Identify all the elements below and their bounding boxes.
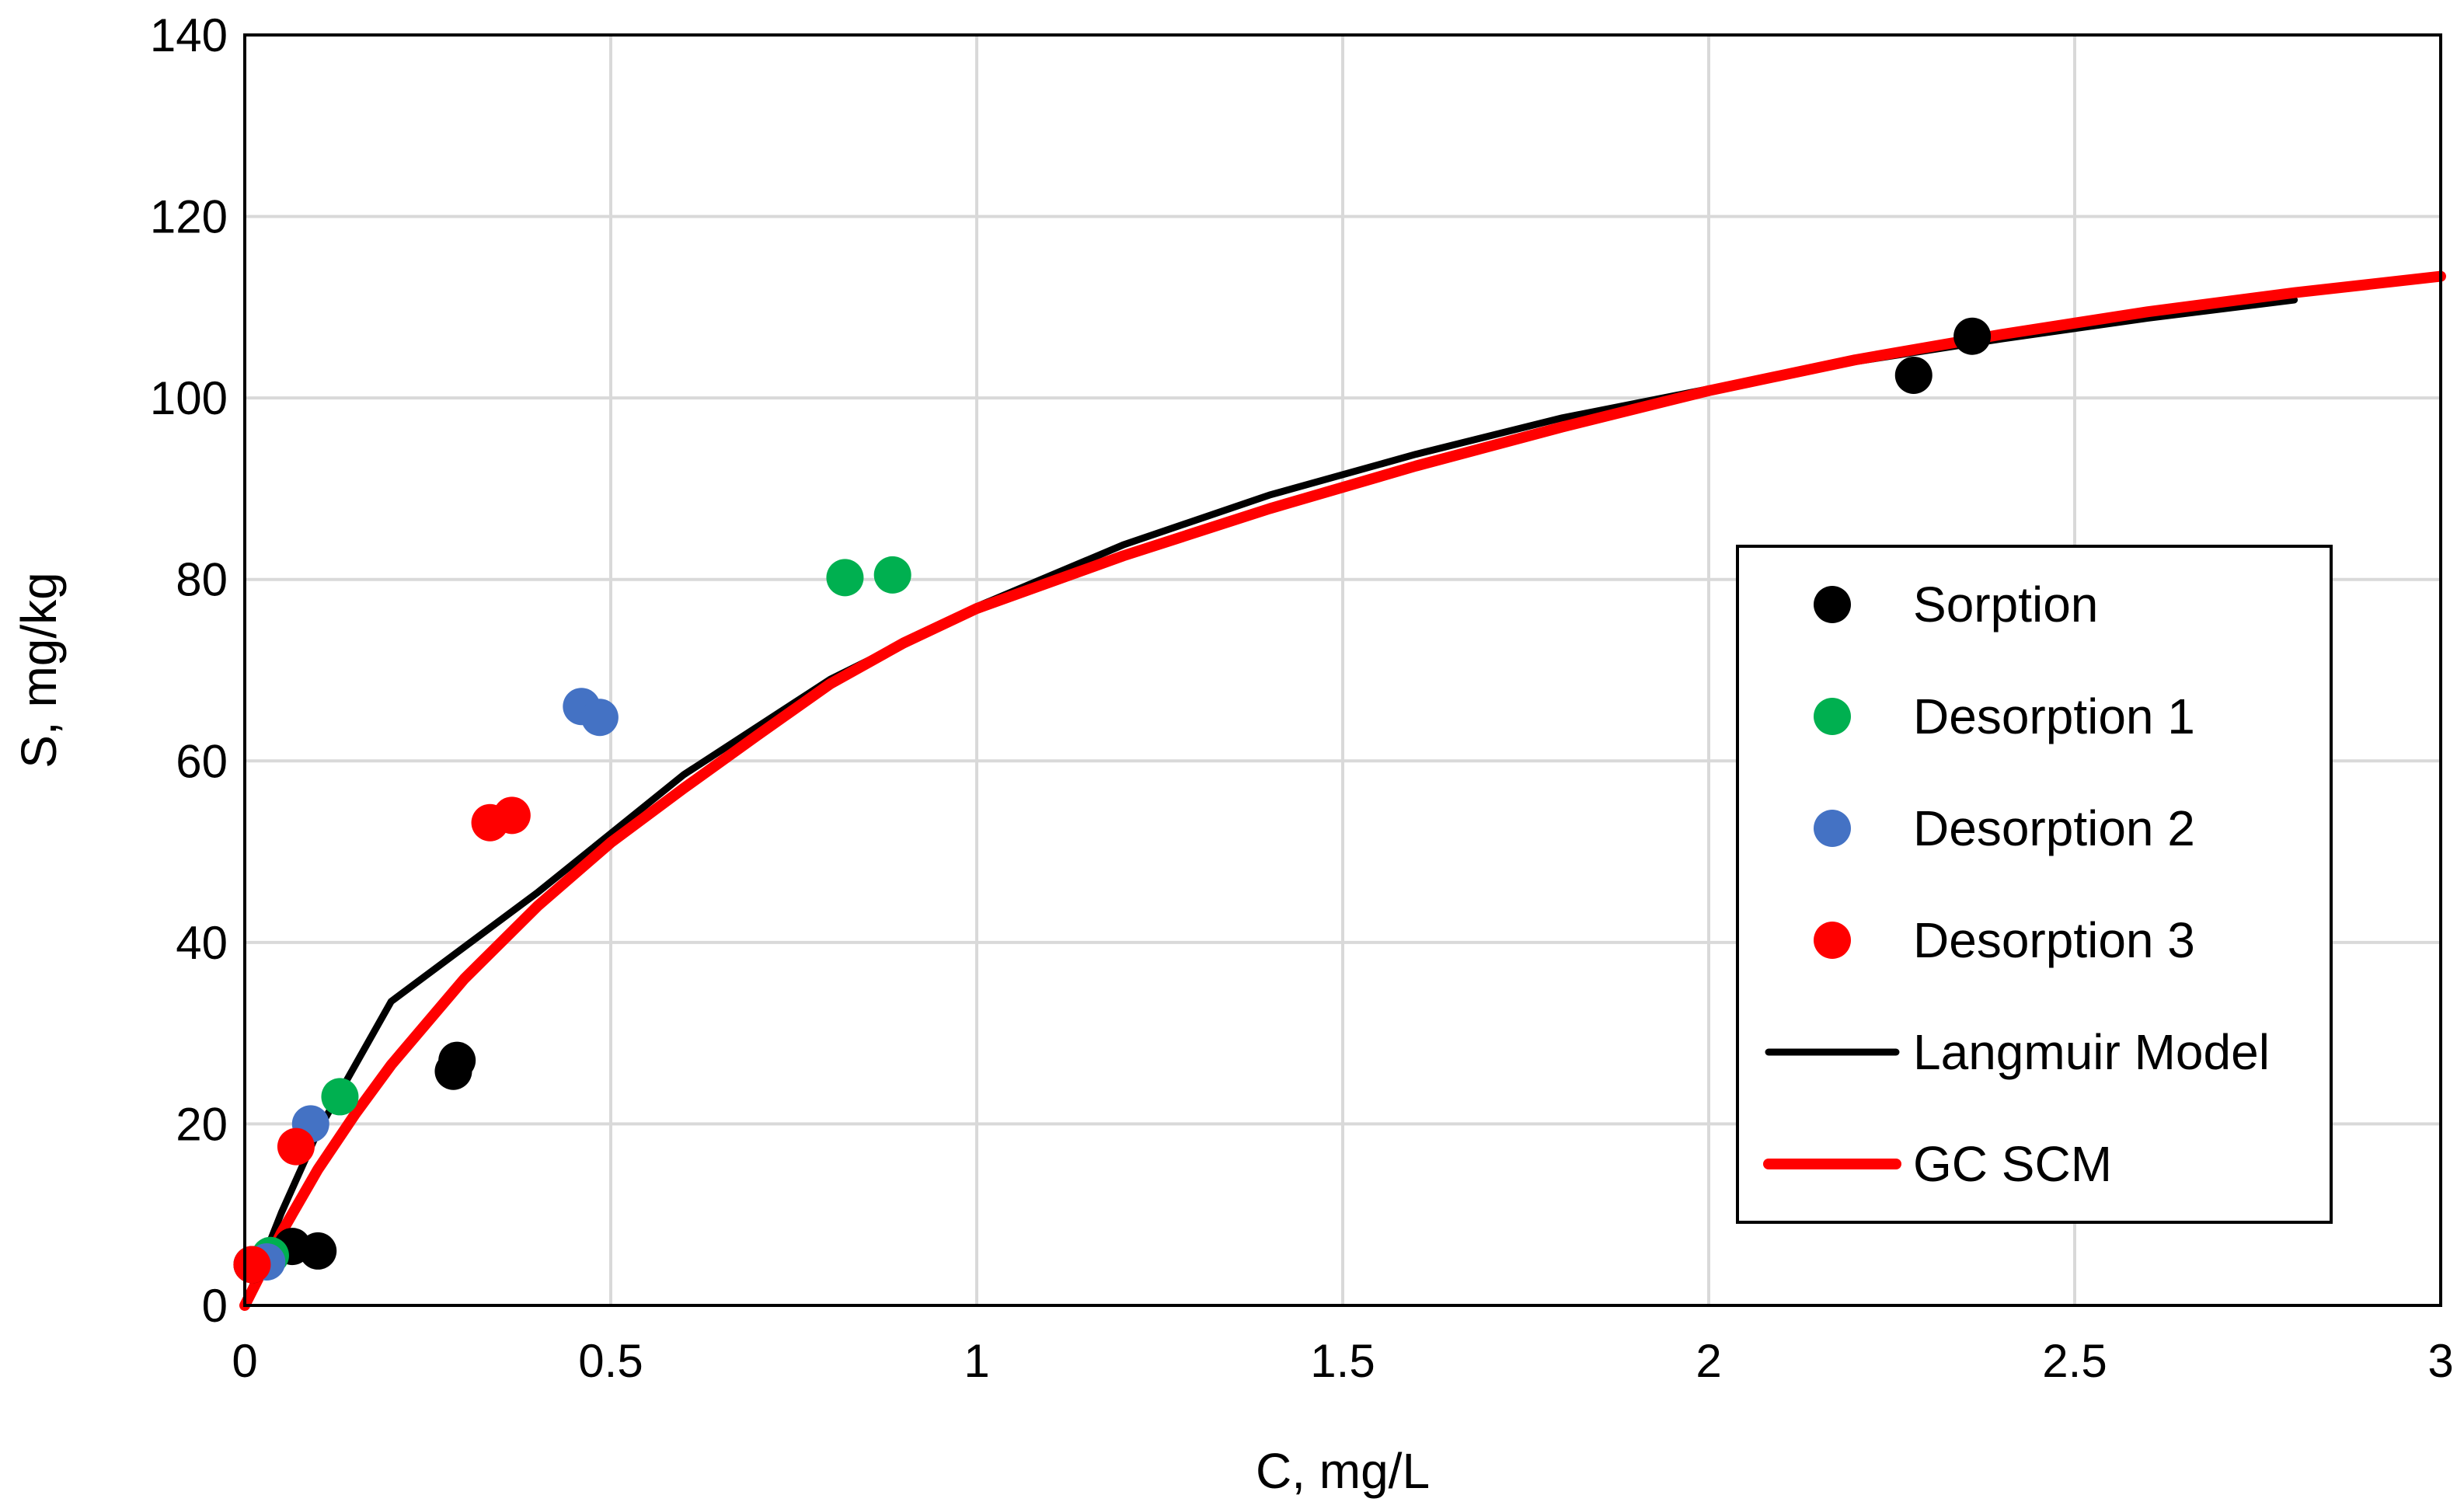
sorption-point: [1894, 356, 1933, 394]
legend-label-sorption: Sorption: [1913, 577, 2098, 633]
x-tick-label: 0.5: [578, 1335, 643, 1387]
legend-label-desorption-3: Desorption 3: [1913, 912, 2195, 968]
y-axis-ticks: 0 20 40 60 80 100 120 140: [150, 9, 228, 1332]
legend-marker-desorption-2: [1814, 810, 1851, 847]
x-tick-label: 1.5: [1310, 1335, 1375, 1387]
legend-box: [1736, 545, 2333, 1224]
desorption-2-point: [580, 699, 619, 737]
legend-label-desorption-1: Desorption 1: [1913, 688, 2195, 744]
y-tick-label: 140: [150, 9, 228, 61]
desorption-1-point: [873, 556, 911, 594]
sorption-point: [299, 1232, 337, 1270]
y-tick-label: 100: [150, 372, 228, 424]
sorption-point: [1953, 317, 1992, 355]
legend-marker-desorption-3: [1814, 922, 1851, 959]
x-axis-label: C, mg/L: [1256, 1443, 1430, 1499]
legend-label-desorption-2: Desorption 2: [1913, 800, 2195, 856]
x-tick-label: 2: [1696, 1335, 1721, 1387]
desorption-1-point: [826, 559, 864, 597]
y-tick-label: 120: [150, 191, 228, 243]
y-axis-label: S, mg/kg: [11, 572, 67, 768]
x-tick-label: 2.5: [2042, 1335, 2107, 1387]
legend: Sorption Desorption 1 Desorption 2 Desorpti…: [1736, 545, 2333, 1224]
plot-area-border: [243, 33, 2442, 1307]
y-tick-label: 60: [176, 735, 228, 787]
data-points: [233, 317, 1992, 1284]
desorption-3-point: [233, 1246, 271, 1284]
x-tick-label: 1: [964, 1335, 989, 1387]
desorption-1-point: [321, 1078, 359, 1116]
model-curves: [239, 270, 2446, 1311]
y-tick-label: 40: [176, 917, 228, 969]
gc-scm-line: [239, 270, 2446, 1311]
legend-label-langmuir-model: Langmuir Model: [1913, 1024, 2270, 1080]
y-tick-label: 20: [176, 1098, 228, 1150]
x-axis-ticks: 0 0.5 1 1.5 2 2.5 3: [232, 1335, 2453, 1387]
desorption-3-point: [493, 796, 531, 835]
x-tick-label: 3: [2427, 1335, 2453, 1387]
legend-marker-desorption-1: [1814, 698, 1851, 735]
y-tick-label: 80: [176, 554, 228, 606]
sorption-point: [438, 1041, 476, 1079]
desorption-3-point: [277, 1127, 315, 1166]
legend-label-gc-scm: GC SCM: [1913, 1136, 2112, 1192]
legend-marker-sorption: [1814, 586, 1851, 623]
x-tick-label: 0: [232, 1335, 257, 1387]
y-tick-label: 0: [202, 1280, 228, 1332]
